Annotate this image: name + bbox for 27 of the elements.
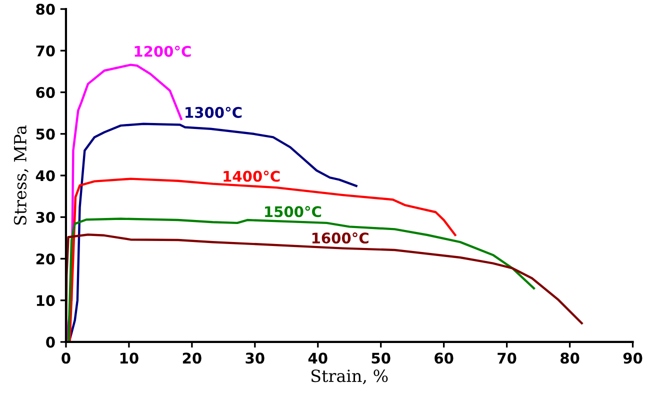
series-label: 1400°C <box>224 170 280 182</box>
y-tick-label: 40 <box>36 170 55 182</box>
y-axis-title: Stress, MPa <box>14 125 29 225</box>
line-series <box>67 218 536 342</box>
x-tick-label: 70 <box>498 352 516 364</box>
x-tick-label: 0 <box>62 352 70 364</box>
x-tick-label: 20 <box>182 352 202 364</box>
x-tick-label: 60 <box>434 352 454 364</box>
y-tick-label: 0 <box>46 336 55 348</box>
series-label: 1300°C <box>186 106 242 118</box>
y-tick-label: 10 <box>36 295 55 306</box>
series-label: 1500°C <box>265 206 322 218</box>
x-tick-label: 50 <box>372 352 390 364</box>
y-tick-label: 60 <box>36 86 55 98</box>
y-tick-label: 30 <box>36 212 55 223</box>
series-label: 1200°C <box>134 46 191 57</box>
series-label: 1600°C <box>312 232 368 244</box>
x-axis-title: Strain, % <box>312 370 388 384</box>
x-tick-label: 40 <box>308 352 328 364</box>
y-tick-label: 20 <box>36 253 55 264</box>
x-tick-label: 80 <box>560 352 580 364</box>
y-tick-label: 70 <box>36 45 55 56</box>
x-tick-label: 10 <box>120 352 138 364</box>
y-tick-label: 50 <box>36 128 55 140</box>
x-tick-label: 30 <box>246 352 264 364</box>
y-tick-label: 80 <box>36 4 55 15</box>
x-tick-label: 90 <box>623 352 642 364</box>
